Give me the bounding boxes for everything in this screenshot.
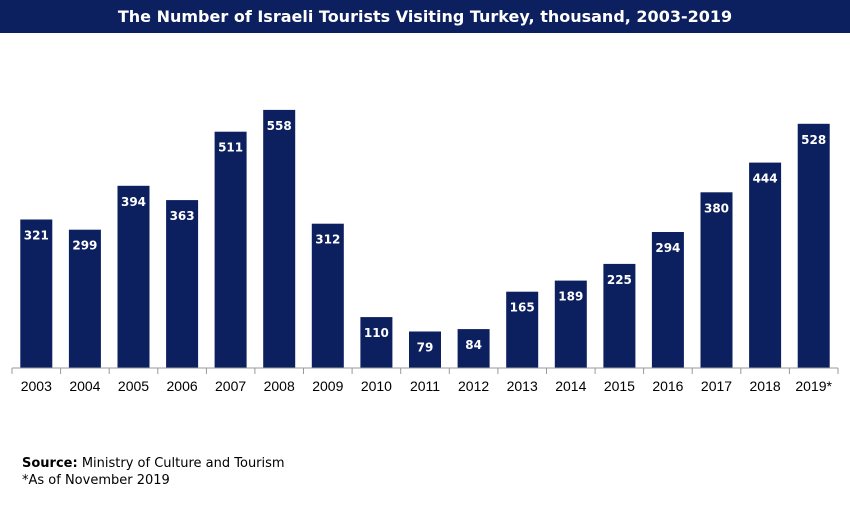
data-label-2004: 299 bbox=[72, 239, 97, 253]
x-tick-label-2009: 2009 bbox=[312, 378, 343, 394]
data-label-2011: 79 bbox=[417, 341, 434, 355]
bar-2013 bbox=[506, 291, 539, 368]
bar-2005 bbox=[117, 185, 150, 368]
data-label-2018: 444 bbox=[753, 172, 778, 186]
data-label-2017: 380 bbox=[704, 201, 729, 215]
data-label-2005: 394 bbox=[121, 195, 146, 209]
x-tick-label-2003: 2003 bbox=[21, 378, 52, 394]
x-tick-label-2005: 2005 bbox=[118, 378, 149, 394]
data-label-2014: 189 bbox=[558, 290, 583, 304]
bar-2008 bbox=[263, 109, 296, 369]
bar-2018 bbox=[749, 162, 782, 368]
x-tick-label-2018: 2018 bbox=[750, 378, 781, 394]
x-tick-label-2008: 2008 bbox=[264, 378, 295, 394]
bar-2012 bbox=[457, 329, 490, 368]
data-label-2010: 110 bbox=[364, 326, 389, 340]
bar-2011 bbox=[409, 331, 441, 368]
chart-notes: Source: Ministry of Culture and Tourism … bbox=[22, 455, 285, 489]
bar-2006 bbox=[166, 200, 199, 368]
data-label-2016: 294 bbox=[655, 241, 680, 255]
data-label-2015: 225 bbox=[607, 273, 632, 287]
bar-chart: 321 299 394 363 511 558 312 110 79 84 165 189 225 294… bbox=[11, 109, 839, 394]
source-text: Ministry of Culture and Tourism bbox=[81, 456, 285, 471]
data-label-2007: 511 bbox=[218, 141, 243, 155]
x-tick-label-2013: 2013 bbox=[507, 378, 538, 394]
data-label-2003: 321 bbox=[24, 229, 49, 243]
data-label-2009: 312 bbox=[315, 233, 340, 247]
x-tick-label-2014: 2014 bbox=[555, 378, 586, 394]
bar-2009 bbox=[311, 223, 344, 368]
x-tick-label-2012: 2012 bbox=[458, 378, 489, 394]
x-tick-label-2017: 2017 bbox=[701, 378, 732, 394]
x-tick-label-2016: 2016 bbox=[652, 378, 683, 394]
source-label: Source: bbox=[22, 456, 78, 471]
bar-2004 bbox=[68, 229, 101, 368]
bar-2019* bbox=[797, 123, 830, 368]
chart-title: The Number of Israeli Tourists Visiting … bbox=[0, 0, 850, 33]
bar-2017 bbox=[700, 192, 733, 369]
bar-2010 bbox=[360, 317, 393, 368]
bar-2003 bbox=[20, 219, 53, 368]
x-tick-label-2006: 2006 bbox=[167, 378, 198, 394]
x-tick-label-2015: 2015 bbox=[604, 378, 635, 394]
data-label-2008: 558 bbox=[267, 119, 292, 133]
data-label-2012: 84 bbox=[465, 338, 482, 352]
bar-2015 bbox=[603, 263, 636, 368]
x-tick-label-2019*: 2019* bbox=[795, 378, 832, 394]
x-tick-label-2004: 2004 bbox=[69, 378, 100, 394]
bar-2014 bbox=[554, 280, 587, 368]
data-label-2019*: 528 bbox=[801, 133, 826, 147]
x-tick-label-2011: 2011 bbox=[410, 378, 440, 394]
footnote: *As of November 2019 bbox=[22, 473, 170, 488]
x-tick-label-2010: 2010 bbox=[361, 378, 392, 394]
data-label-2006: 363 bbox=[170, 209, 195, 223]
data-label-2013: 165 bbox=[510, 301, 535, 315]
x-tick-label-2007: 2007 bbox=[215, 378, 246, 394]
source-line: Source: Ministry of Culture and Tourism bbox=[22, 455, 285, 472]
bar-2007 bbox=[214, 131, 247, 368]
bar-2016 bbox=[651, 232, 684, 368]
